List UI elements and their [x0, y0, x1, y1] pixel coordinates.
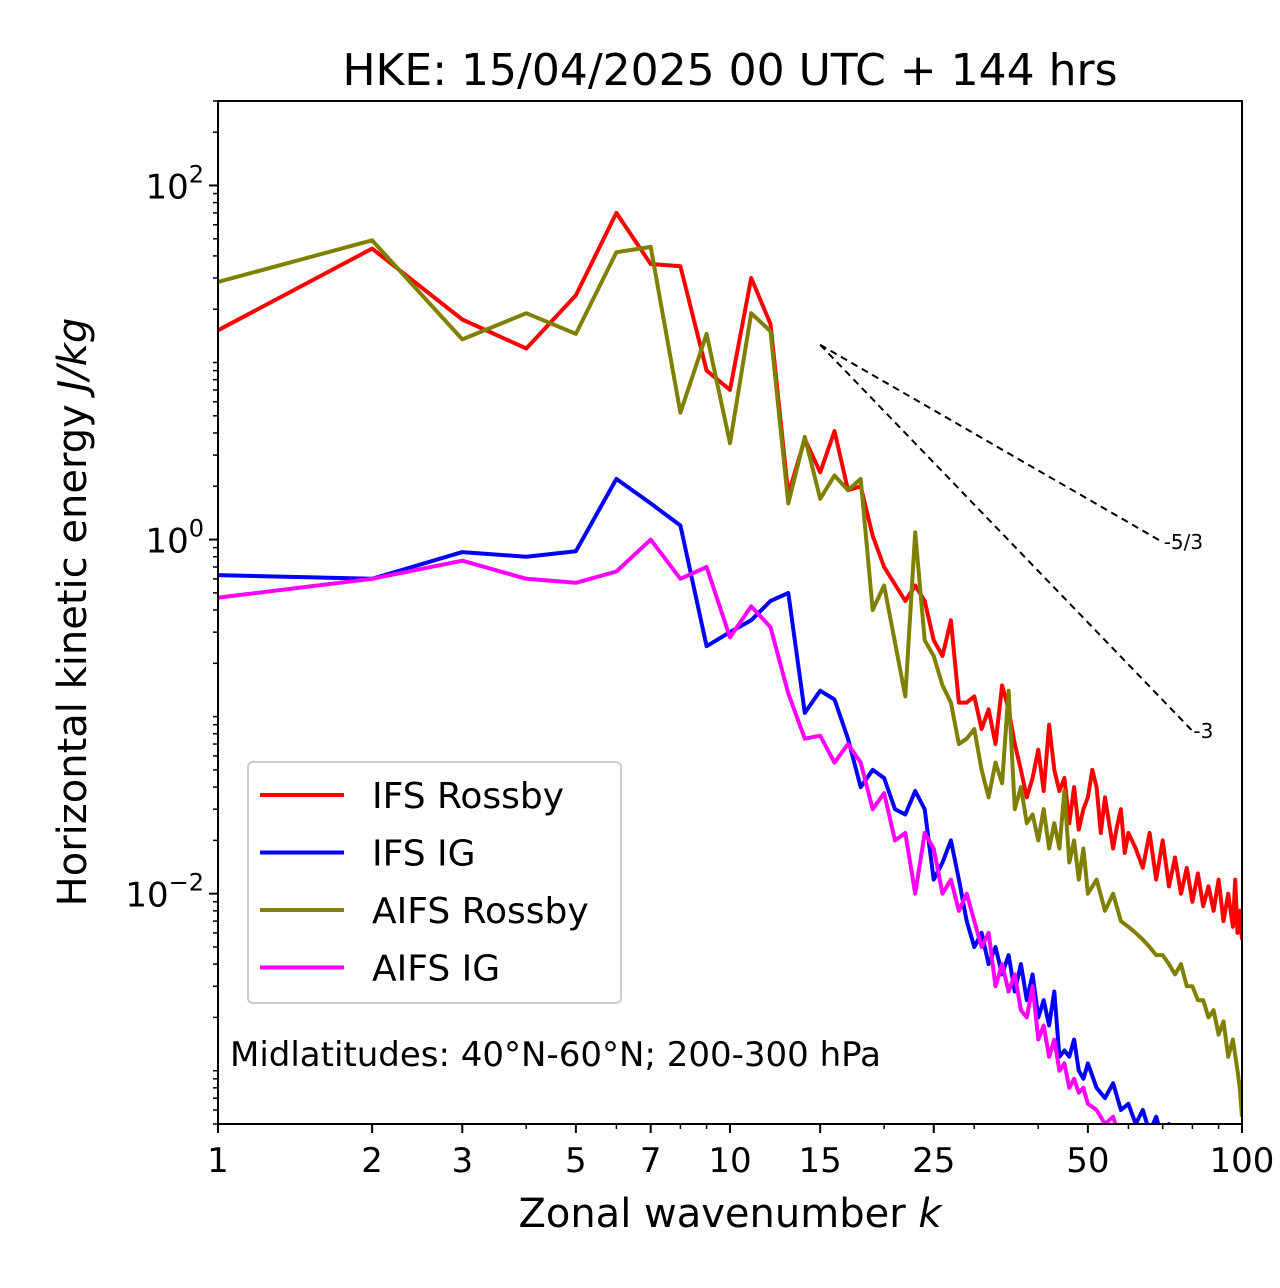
- x-tick-label: 7: [640, 1141, 662, 1181]
- x-tick-label: 50: [1066, 1141, 1109, 1181]
- y-tick-label: 102: [145, 160, 204, 207]
- legend-items: IFS Rossby IFS IG AIFS Rossby AIFS IG: [260, 776, 589, 990]
- x-tick-label: 5: [565, 1141, 587, 1181]
- y-axis-label: Horizontal kinetic energy J/kg: [50, 318, 96, 907]
- x-axis-ticks: 1 2 3 5 7 10 15 25 50 100: [207, 1124, 1274, 1181]
- x-axis-label: Zonal wavenumber k: [518, 1191, 943, 1237]
- chart-title: HKE: 15/04/2025 00 UTC + 144 hrs: [342, 45, 1117, 96]
- y-tick-label: 100: [145, 515, 204, 562]
- series-line-aifs-rossby: [218, 238, 1242, 1117]
- x-tick-label: 25: [912, 1141, 955, 1181]
- legend-label: AIFS IG: [372, 949, 500, 990]
- x-tick-label: 100: [1210, 1141, 1275, 1181]
- legend-box: [247, 761, 622, 1004]
- reference-slope-lines: -5/3 -3: [819, 343, 1213, 743]
- region-annotation: Midlatitudes: 40°N-60°N; 200-300 hPa: [230, 1035, 881, 1075]
- x-axis-label-variable: k: [918, 1191, 943, 1237]
- legend: IFS Rossby IFS IG AIFS Rossby AIFS IG: [247, 761, 622, 1004]
- legend-label: IFS IG: [372, 834, 476, 875]
- x-tick-label: 3: [451, 1141, 473, 1181]
- x-tick-label: 15: [799, 1141, 842, 1181]
- legend-label: AIFS Rossby: [372, 891, 589, 932]
- y-axis-label-text: Horizontal kinetic energy: [50, 392, 96, 907]
- reference-line-2: [819, 344, 1194, 732]
- reference-line-1: [819, 343, 1164, 544]
- y-axis-label-unit: J/kg: [50, 318, 96, 399]
- reference-line-label: -5/3: [1164, 530, 1203, 554]
- x-tick-label: 10: [708, 1141, 751, 1181]
- series-line-aifs-ig: [218, 537, 1118, 1124]
- x-tick-label: 2: [361, 1141, 383, 1181]
- series-line-ifs-ig: [218, 476, 1172, 1124]
- plot-frame: [217, 100, 1243, 1125]
- reference-line-label: -3: [1193, 719, 1213, 743]
- series-group: [218, 210, 1242, 1124]
- x-axis-label-text: Zonal wavenumber: [518, 1191, 918, 1237]
- y-axis-ticks: 102 100 10−2: [125, 160, 218, 916]
- y-tick-label: 10−2: [125, 869, 204, 916]
- x-tick-label: 1: [207, 1141, 229, 1181]
- legend-label: IFS Rossby: [372, 776, 564, 817]
